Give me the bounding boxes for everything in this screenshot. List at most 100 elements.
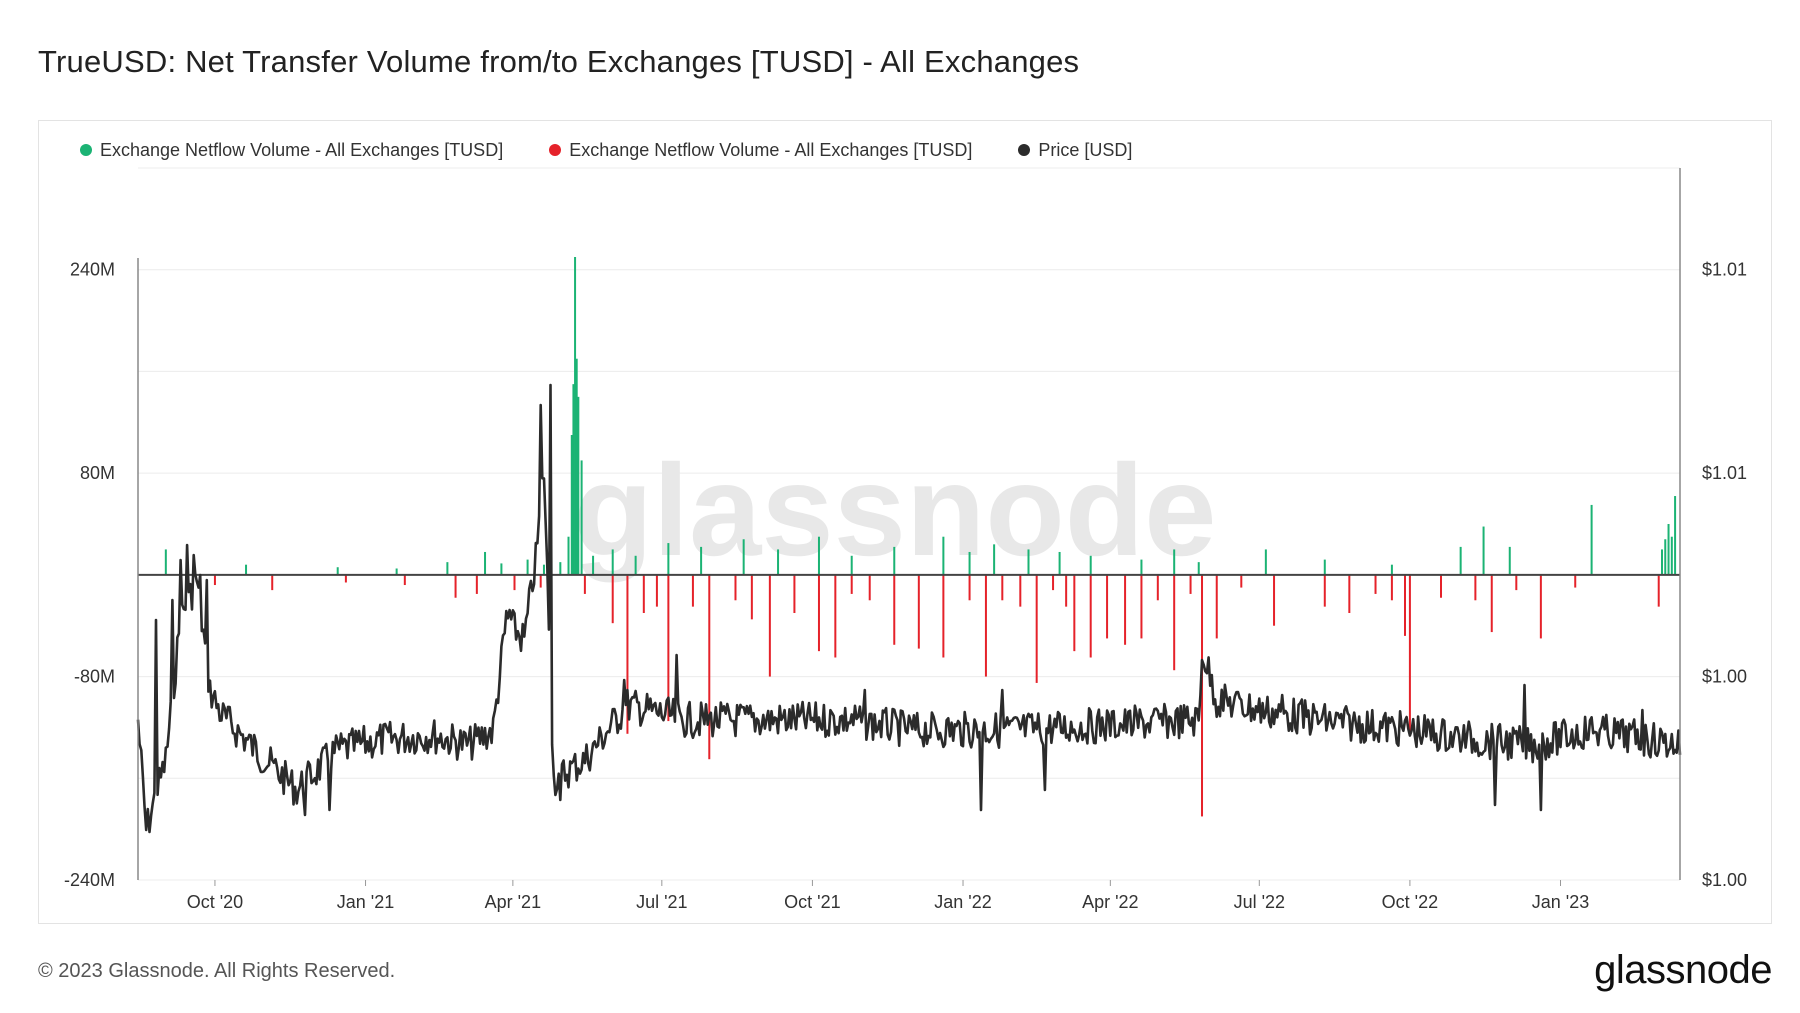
- netflow-bar-negative: [1657, 574, 1660, 607]
- netflow-bar-negative: [1089, 574, 1092, 658]
- netflow-bar-negative: [850, 574, 853, 594]
- netflow-bar-positive: [567, 536, 570, 575]
- chart-panel: [38, 120, 1772, 924]
- netflow-bar-negative: [667, 574, 670, 722]
- netflow-bar-positive: [777, 549, 780, 575]
- x-tick-label: Jan '21: [337, 892, 394, 912]
- chart-legend: Exchange Netflow Volume - All Exchanges …: [80, 139, 1178, 161]
- netflow-bar-positive: [1390, 564, 1393, 575]
- legend-dot-black: [1018, 144, 1031, 156]
- left-y-tick-label: 80M: [80, 463, 115, 483]
- netflow-bar-positive: [942, 536, 945, 575]
- netflow-bar-negative: [1403, 574, 1406, 636]
- netflow-bar-negative: [655, 574, 658, 607]
- netflow-bar-negative: [1106, 574, 1109, 639]
- netflow-bar-negative: [271, 574, 274, 591]
- left-y-tick-label: -80M: [74, 667, 115, 687]
- right-y-axis-ticks: $1.01 $1.01 $1.00 $1.00: [1702, 260, 1747, 890]
- netflow-bar-positive: [1670, 536, 1673, 575]
- netflow-bar-negative: [793, 574, 796, 613]
- x-tick-label: Apr '21: [485, 892, 541, 912]
- netflow-bar-negative: [1140, 574, 1143, 639]
- netflow-bar-positive: [575, 358, 578, 575]
- netflow-bar-negative: [1408, 574, 1411, 734]
- netflow-bar-negative: [1240, 574, 1243, 588]
- netflow-bar-negative: [1065, 574, 1068, 607]
- legend-label-netflow-inflow: Exchange Netflow Volume - All Exchanges …: [100, 139, 504, 160]
- netflow-bar-negative: [1001, 574, 1004, 601]
- netflow-bar-negative: [1574, 574, 1577, 588]
- axes: [137, 168, 1681, 880]
- netflow-bar-positive: [1664, 539, 1667, 575]
- netflow-bar-positive: [1459, 546, 1462, 575]
- red-bars: [179, 574, 1660, 817]
- netflow-bar-negative: [708, 574, 711, 760]
- netflow-bar-positive: [1197, 562, 1200, 575]
- netflow-bar-positive: [893, 546, 896, 575]
- netflow-bar-negative: [834, 574, 837, 658]
- netflow-bar-positive: [667, 543, 670, 575]
- netflow-bar-positive: [1667, 524, 1670, 575]
- netflow-bar-positive: [164, 549, 167, 575]
- netflow-bar-negative: [1173, 574, 1176, 671]
- legend-label-netflow-outflow: Exchange Netflow Volume - All Exchanges …: [569, 139, 973, 160]
- netflow-bar-negative: [691, 574, 694, 607]
- netflow-bar-positive: [968, 551, 971, 575]
- netflow-bar-positive: [559, 562, 562, 575]
- netflow-bar-negative: [403, 574, 406, 586]
- x-tick-label: Oct '21: [784, 892, 840, 912]
- netflow-bar-negative: [1539, 574, 1542, 639]
- right-y-tick-label: $1.01: [1702, 463, 1747, 483]
- netflow-bar-negative: [1035, 574, 1038, 683]
- netflow-bar-positive: [1660, 549, 1663, 575]
- netflow-bar-negative: [1440, 574, 1443, 598]
- netflow-bar-negative: [626, 574, 629, 734]
- netflow-bar-positive: [1323, 559, 1326, 575]
- netflow-bar-negative: [817, 574, 820, 652]
- netflow-bar-negative: [968, 574, 971, 601]
- legend-label-price: Price [USD]: [1038, 139, 1133, 160]
- netflow-bar-negative: [642, 574, 645, 613]
- netflow-bar-negative: [750, 574, 753, 620]
- netflow-bar-negative: [1515, 574, 1518, 591]
- netflow-bar-positive: [580, 460, 583, 575]
- netflow-bar-positive: [336, 567, 339, 575]
- netflow-bar-positive: [1264, 549, 1267, 575]
- netflow-bar-negative: [1201, 574, 1204, 817]
- x-tick-label: Jan '23: [1532, 892, 1589, 912]
- legend-dot-green: [80, 144, 92, 156]
- netflow-bar-positive: [500, 563, 503, 575]
- footer-logo[interactable]: glassnode: [1594, 948, 1772, 992]
- legend-item-netflow-outflow[interactable]: Exchange Netflow Volume - All Exchanges …: [549, 140, 972, 161]
- netflow-bar-positive: [742, 539, 745, 575]
- netflow-bar-negative: [1490, 574, 1493, 633]
- left-y-axis-ticks: 240M 80M -80M -240M: [64, 260, 115, 890]
- netflow-bar-positive: [572, 384, 575, 575]
- x-axis-ticks: Oct '20 Jan '21 Apr '21 Jul '21 Oct '21 Jan '…: [187, 880, 1589, 912]
- netflow-bar-negative: [917, 574, 920, 649]
- netflow-bar-negative: [454, 574, 457, 598]
- netflow-bar-negative: [611, 574, 614, 624]
- netflow-bar-positive: [993, 544, 996, 575]
- netflow-bar-negative: [1124, 574, 1127, 645]
- netflow-bar-negative: [475, 574, 478, 594]
- netflow-bar-negative: [213, 574, 216, 586]
- netflow-bar-positive: [1590, 504, 1593, 575]
- netflow-bar-positive: [1508, 546, 1511, 575]
- netflow-bar-negative: [1323, 574, 1326, 607]
- x-tick-label: Apr '22: [1082, 892, 1138, 912]
- netflow-bar-positive: [634, 555, 637, 575]
- legend-item-price[interactable]: Price [USD]: [1018, 140, 1132, 161]
- netflow-bar-positive: [1674, 496, 1677, 575]
- chart-title: TrueUSD: Net Transfer Volume from/to Exc…: [38, 44, 1080, 79]
- netflow-bar-negative: [734, 574, 737, 601]
- netflow-bar-positive: [574, 257, 577, 575]
- netflow-bar-positive: [700, 546, 703, 575]
- netflow-bar-negative: [583, 574, 586, 594]
- netflow-bar-negative: [1156, 574, 1159, 601]
- right-y-tick-label: $1.00: [1702, 667, 1747, 687]
- legend-item-netflow-inflow[interactable]: Exchange Netflow Volume - All Exchanges …: [80, 140, 503, 161]
- netflow-bar-negative: [1273, 574, 1276, 626]
- netflow-bar-negative: [984, 574, 987, 677]
